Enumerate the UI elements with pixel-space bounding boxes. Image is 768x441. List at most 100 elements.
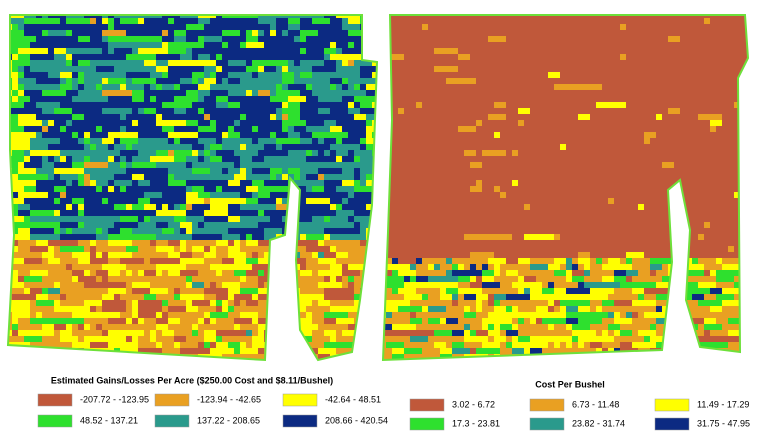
map-cell [66,150,72,156]
map-cell [48,144,54,150]
map-cell [342,252,348,258]
map-cell [18,72,24,78]
map-cell [168,252,174,258]
map-cell [542,102,548,108]
map-cell [392,18,398,24]
map-cell [66,204,72,210]
map-cell [30,138,36,144]
map-cell [18,336,24,342]
map-cell [276,24,282,30]
map-cell [180,102,186,108]
map-cell [216,306,222,312]
map-cell [90,228,96,234]
map-cell [246,264,252,270]
map-cell [72,336,78,342]
map-cell [270,216,276,222]
map-cell [482,126,488,132]
map-cell [464,84,470,90]
map-cell [246,306,252,312]
map-cell [318,174,324,180]
map-cell [596,96,602,102]
map-cell [210,102,216,108]
map-cell [126,210,132,216]
map-cell [180,72,186,78]
map-cell [102,210,108,216]
map-cell [90,114,96,120]
map-cell [662,114,668,120]
map-cell [30,36,36,42]
map-cell [282,312,288,318]
map-cell [90,162,96,168]
map-cell [258,252,264,258]
map-cell [48,330,54,336]
map-cell [36,132,42,138]
map-cell [428,36,434,42]
map-cell [354,132,360,138]
map-cell [722,108,728,114]
map-cell [398,66,404,72]
map-cell [108,222,114,228]
map-cell [590,30,596,36]
map-cell [336,42,342,48]
map-cell [572,102,578,108]
map-cell [416,24,422,30]
map-cell [240,318,246,324]
map-cell [42,342,48,348]
map-cell [422,54,428,60]
map-cell [482,96,488,102]
map-cell [192,78,198,84]
map-cell [168,240,174,246]
map-cell [90,144,96,150]
map-cell [318,66,324,72]
map-cell [126,306,132,312]
map-cell [156,216,162,222]
map-cell [72,114,78,120]
map-cell [458,132,464,138]
map-cell [240,282,246,288]
map-cell [198,114,204,120]
map-cell [518,132,524,138]
map-cell [740,126,746,132]
map-cell [102,174,108,180]
map-cell [36,330,42,336]
map-cell [378,150,384,156]
map-cell [620,108,626,114]
map-cell [114,15,120,18]
map-cell [336,318,342,324]
map-cell [650,66,656,72]
map-cell [734,96,740,102]
map-cell [120,216,126,222]
map-cell [383,114,386,120]
map-cell [120,246,126,252]
map-cell [270,192,276,198]
map-cell [336,168,342,174]
map-cell [210,306,216,312]
map-cell [264,180,270,186]
map-cell [54,78,60,84]
map-cell [174,282,180,288]
map-cell [530,96,536,102]
map-cell [282,300,288,306]
map-cell [102,60,108,66]
map-cell [96,162,102,168]
map-cell [84,84,90,90]
map-cell [512,15,518,18]
map-cell [318,168,324,174]
map-cell [54,294,60,300]
map-cell [192,276,198,282]
map-cell [506,66,512,72]
map-cell [228,222,234,228]
map-cell [150,282,156,288]
map-cell [644,66,650,72]
map-cell [18,306,24,312]
map-cell [734,30,740,36]
map-cell [252,186,258,192]
map-cell [102,114,108,120]
map-cell [24,318,30,324]
map-cell [12,15,18,18]
map-cell [66,318,72,324]
map-cell [710,42,716,48]
map-cell [228,162,234,168]
map-cell [452,96,458,102]
map-cell [150,222,156,228]
